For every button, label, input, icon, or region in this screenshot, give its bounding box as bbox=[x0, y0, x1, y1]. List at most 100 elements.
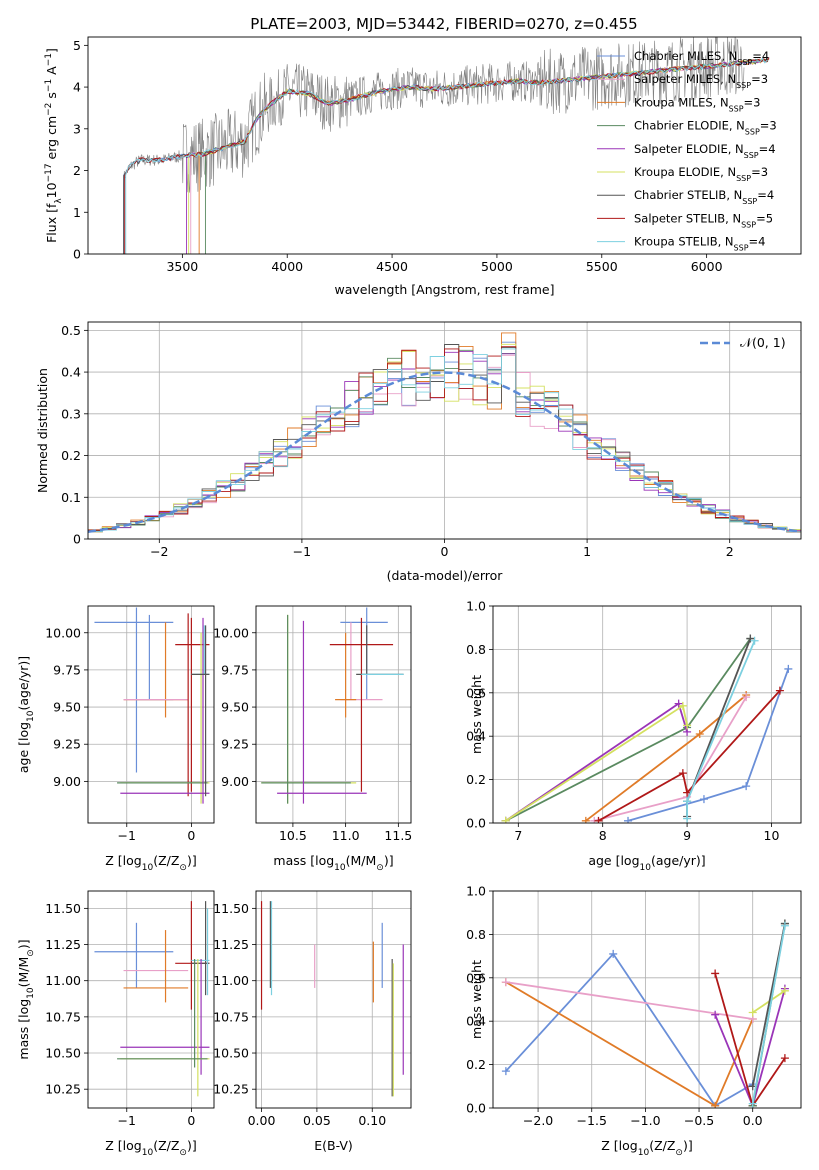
weight-point-marker bbox=[699, 795, 708, 804]
weight-point-marker bbox=[711, 1010, 720, 1019]
y-axis-label: Flux [fλ10−17 erg cm−2 s−1 A−1] bbox=[44, 48, 64, 243]
x-tick-label: 7 bbox=[514, 828, 522, 843]
x-tick-label: −0.5 bbox=[684, 1113, 714, 1128]
x-tick-label: −1 bbox=[118, 1113, 136, 1128]
y-tick-label: 9.25 bbox=[53, 737, 81, 752]
y-tick-label: 0.0 bbox=[466, 816, 486, 831]
y-tick-label: 9.50 bbox=[221, 700, 249, 715]
y-tick-label: 11.25 bbox=[213, 937, 249, 952]
weight-point-marker bbox=[780, 921, 789, 930]
x-tick-label: 0.00 bbox=[248, 1113, 276, 1128]
weight-point-marker bbox=[683, 721, 692, 730]
figure-title: PLATE=2003, MJD=53442, FIBERID=0270, z=0… bbox=[250, 15, 637, 33]
y-tick-label: 0.2 bbox=[466, 1057, 486, 1072]
y-tick-label: 10.00 bbox=[213, 625, 249, 640]
y-tick-label: 10.50 bbox=[213, 1046, 249, 1061]
y-tick-label: 11.25 bbox=[45, 937, 81, 952]
x-axis-label: (data-model)/error bbox=[387, 568, 504, 583]
y-tick-label: 0.4 bbox=[466, 729, 486, 744]
y-tick-label: 9.75 bbox=[221, 662, 249, 677]
x-tick-label: −1.5 bbox=[577, 1113, 607, 1128]
y-tick-label: 0.6 bbox=[466, 685, 486, 700]
y-tick-label: 1.0 bbox=[466, 599, 486, 614]
axes-frame bbox=[255, 605, 412, 824]
histogram-series bbox=[88, 348, 801, 533]
x-tick-label: 6000 bbox=[691, 259, 723, 274]
weight-point-marker bbox=[784, 664, 793, 673]
axes-frame bbox=[87, 321, 802, 540]
x-tick-label: 0.10 bbox=[358, 1113, 386, 1128]
x-tick-label: 0.0 bbox=[743, 1113, 763, 1128]
y-tick-label: 0 bbox=[73, 247, 81, 262]
weight-point-marker bbox=[780, 1054, 789, 1063]
observed-spectrum bbox=[123, 37, 745, 254]
model-spectrum-line bbox=[125, 57, 768, 254]
legend-entry: Chabrier ELODIE, NSSP=3 bbox=[634, 119, 777, 137]
legend-entry: Salpeter ELODIE, NSSP=4 bbox=[634, 142, 776, 160]
massweight-vs-Z-panel: −2.0 −1.5 −1.0 −0.5 0.0 0.0 0.2 0.4 0.6 0.8 1.0 Z [… bbox=[466, 884, 802, 1158]
x-axis-label: age [log10(age/yr)] bbox=[588, 853, 705, 873]
y-tick-label: 0.1 bbox=[61, 490, 81, 505]
y-tick-label: 0.2 bbox=[466, 772, 486, 787]
y-tick-label: 0.4 bbox=[466, 1014, 486, 1029]
y-tick-label: 9.25 bbox=[221, 737, 249, 752]
weight-point-marker bbox=[750, 636, 759, 645]
weight-point-marker bbox=[581, 816, 590, 823]
y-tick-label: 11.00 bbox=[213, 973, 249, 988]
weight-point-marker bbox=[742, 782, 751, 791]
x-tick-label: 0 bbox=[441, 544, 449, 559]
x-axis-label: mass [log10(M/M⊙)] bbox=[273, 853, 393, 873]
y-tick-label: 11.50 bbox=[45, 901, 81, 916]
weight-series-line bbox=[505, 981, 753, 1020]
x-axis-label: E(B-V) bbox=[314, 1138, 353, 1153]
legend-entry: Kroupa MILES, NSSP=3 bbox=[634, 95, 760, 113]
y-tick-label: 0.3 bbox=[61, 406, 81, 421]
legend-entry: 𝒩(0, 1) bbox=[740, 335, 786, 350]
y-tick-label: 0.8 bbox=[466, 642, 486, 657]
x-tick-label: −1 bbox=[118, 828, 136, 843]
legend-entry: Salpeter MILES, NSSP=3 bbox=[634, 72, 768, 90]
weight-series-line bbox=[714, 988, 786, 1108]
axes-frame bbox=[87, 605, 215, 824]
weight-point-marker bbox=[609, 949, 618, 958]
axes-frame bbox=[492, 605, 802, 824]
residual-histogram-panel: −2 −1 0 1 2 0 0.1 0.2 0.3 0.4 0.5 (data-model)/erro… bbox=[35, 321, 802, 583]
x-tick-label: −1 bbox=[293, 544, 311, 559]
axes-frame bbox=[255, 890, 412, 1109]
legend-entry: Kroupa STELIB, NSSP=4 bbox=[634, 235, 765, 253]
x-tick-label: 5500 bbox=[586, 259, 618, 274]
weight-point-marker bbox=[748, 1099, 757, 1108]
y-tick-label: 11.50 bbox=[213, 901, 249, 916]
weight-series-line bbox=[505, 952, 754, 1108]
axes-frame bbox=[87, 890, 215, 1109]
y-tick-label: 9.00 bbox=[53, 774, 81, 789]
x-tick-label: 5000 bbox=[481, 259, 513, 274]
y-axis-label: mass weight bbox=[469, 960, 484, 1039]
x-tick-label: 0 bbox=[187, 1113, 195, 1128]
weight-series-line bbox=[598, 689, 781, 822]
age-vs-Z-panel: −1 0 9.00 9.25 9.50 9.75 10.00 Z [log10(Z/Z⊙)] a… bbox=[16, 605, 215, 873]
mass-vs-EBV-panel: 0.00 0.05 0.10 10.25 10.50 10.75 11.00 11.25 11.… bbox=[213, 890, 412, 1153]
age-vs-mass-panel: 10.5 11.0 11.5 9.00 9.25 9.50 9.75 10.00 mass [l… bbox=[213, 605, 412, 873]
y-tick-label: 5 bbox=[73, 38, 81, 53]
weight-series-line bbox=[751, 925, 786, 1104]
legend-entry: Chabrier MILES, NSSP=4 bbox=[634, 49, 769, 67]
y-tick-label: 0.5 bbox=[61, 323, 81, 338]
y-tick-label: 10.25 bbox=[213, 1082, 249, 1097]
weight-point-marker bbox=[746, 634, 755, 643]
x-tick-label: −2.0 bbox=[523, 1113, 553, 1128]
x-tick-label: 8 bbox=[599, 828, 607, 843]
y-tick-label: 2 bbox=[73, 163, 81, 178]
weight-point-marker bbox=[695, 730, 704, 739]
y-tick-label: 9.00 bbox=[221, 774, 249, 789]
x-tick-label: 0 bbox=[187, 828, 195, 843]
weight-series-line bbox=[505, 637, 752, 822]
weight-point-marker bbox=[594, 816, 603, 823]
weight-point-marker bbox=[711, 969, 720, 978]
y-tick-label: 0.0 bbox=[466, 1101, 486, 1116]
x-tick-label: 10.5 bbox=[279, 828, 307, 843]
y-axis-label: age [log10(age/yr)] bbox=[16, 656, 36, 773]
x-tick-label: 11.0 bbox=[332, 828, 360, 843]
legend-entry: Salpeter STELIB, NSSP=5 bbox=[634, 211, 773, 229]
